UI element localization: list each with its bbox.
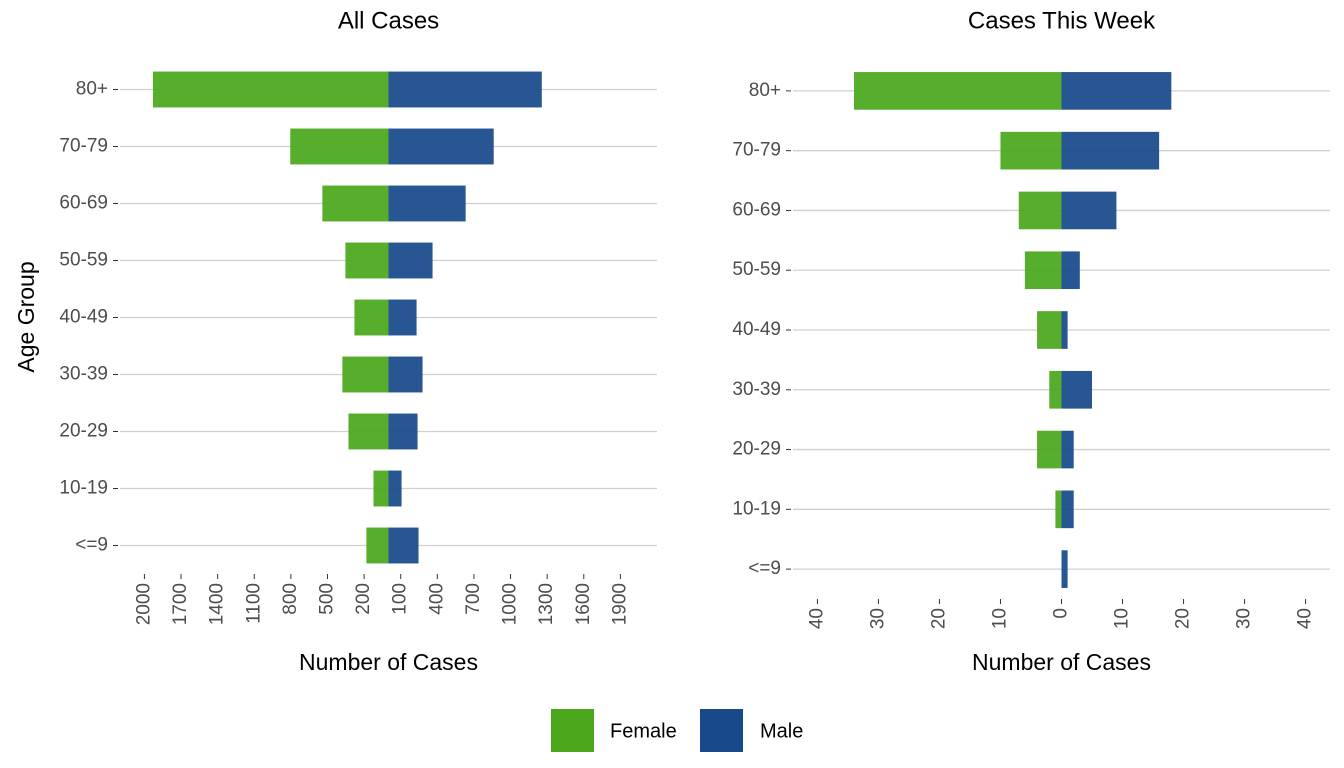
x-axis-label: Number of Cases	[972, 649, 1151, 675]
y-tick-label: 10-19	[732, 498, 781, 519]
x-tick-label: 1600	[573, 583, 594, 625]
y-tick-label: 60-69	[732, 199, 781, 220]
bar	[354, 299, 389, 336]
bar	[345, 242, 389, 279]
bar	[1018, 191, 1062, 230]
y-tick-label: 30-39	[732, 379, 781, 400]
y-tick-label: 80+	[749, 80, 781, 101]
bar	[1061, 131, 1160, 170]
bar	[322, 185, 389, 222]
x-tick-label: 20	[928, 608, 949, 629]
bar	[1061, 311, 1068, 349]
x-tick-label: 10	[989, 608, 1010, 629]
y-tick-label: 80+	[76, 79, 108, 100]
y-tick-label: 30-39	[59, 364, 108, 385]
x-tick-label: 1700	[170, 583, 191, 625]
x-tick-label: 30	[1234, 608, 1255, 629]
legend-label: Male	[760, 720, 803, 742]
bar	[388, 185, 466, 222]
x-tick-label: 1000	[500, 583, 521, 625]
x-tick-label: 700	[463, 583, 484, 615]
bar	[1049, 370, 1062, 409]
y-tick-label: <=9	[748, 558, 781, 579]
x-tick-label: 1400	[207, 583, 228, 625]
x-tick-label: 20	[1173, 608, 1194, 629]
bar	[1061, 370, 1093, 409]
x-tick-label: 10	[1112, 608, 1133, 629]
x-tick-label: 2000	[133, 583, 154, 625]
bar	[348, 413, 389, 450]
x-tick-label: 1900	[609, 583, 630, 625]
x-tick-label: 1100	[243, 583, 264, 624]
bar	[1061, 550, 1068, 588]
bar	[388, 470, 402, 507]
bar	[290, 128, 389, 165]
bar	[1055, 490, 1062, 529]
bar	[388, 128, 494, 165]
legend-swatch	[700, 709, 743, 752]
x-tick-label: 40	[806, 608, 827, 629]
bar	[373, 470, 389, 507]
x-tick-label: 800	[280, 583, 301, 615]
bar	[1037, 311, 1062, 349]
bar	[1061, 430, 1074, 469]
bar	[1061, 191, 1117, 230]
x-tick-label: 400	[426, 583, 447, 615]
y-tick-label: 60-69	[59, 193, 108, 214]
x-tick-label: 100	[390, 583, 411, 615]
bar	[366, 527, 389, 564]
y-tick-label: 20-29	[732, 439, 781, 460]
legend-swatch	[551, 709, 594, 752]
y-axis-label: Age Group	[13, 261, 39, 372]
x-tick-label: 30	[867, 608, 888, 629]
y-tick-label: 50-59	[732, 259, 781, 280]
x-tick-label: 0	[1051, 608, 1072, 619]
x-tick-label: 200	[353, 583, 374, 615]
x-tick-label: 40	[1295, 608, 1316, 629]
y-tick-label: 70-79	[59, 136, 108, 157]
x-axis-label: Number of Cases	[299, 649, 478, 675]
bar	[388, 413, 418, 450]
chart-title: All Cases	[338, 7, 439, 34]
y-tick-label: 50-59	[59, 250, 108, 271]
legend-label: Female	[610, 720, 677, 742]
bar	[152, 71, 389, 108]
bar	[1024, 251, 1062, 290]
y-tick-label: 20-29	[59, 421, 108, 442]
bar	[1061, 490, 1074, 529]
bar	[1061, 72, 1172, 110]
bar	[854, 72, 1062, 110]
x-tick-label: 500	[316, 583, 337, 615]
bar	[388, 71, 542, 108]
bar	[388, 242, 433, 279]
y-tick-label: <=9	[75, 535, 108, 556]
bar	[388, 527, 419, 564]
y-tick-label: 10-19	[59, 478, 108, 499]
bar	[1037, 430, 1062, 469]
bar	[1000, 131, 1062, 170]
bar	[388, 356, 423, 393]
chart-title: Cases This Week	[968, 7, 1156, 34]
y-tick-label: 40-49	[732, 319, 781, 340]
x-tick-label: 1300	[536, 583, 557, 625]
bar	[342, 356, 389, 393]
y-tick-label: 70-79	[732, 140, 781, 161]
bar	[1061, 251, 1080, 290]
y-tick-label: 40-49	[59, 307, 108, 328]
bar	[388, 299, 417, 336]
